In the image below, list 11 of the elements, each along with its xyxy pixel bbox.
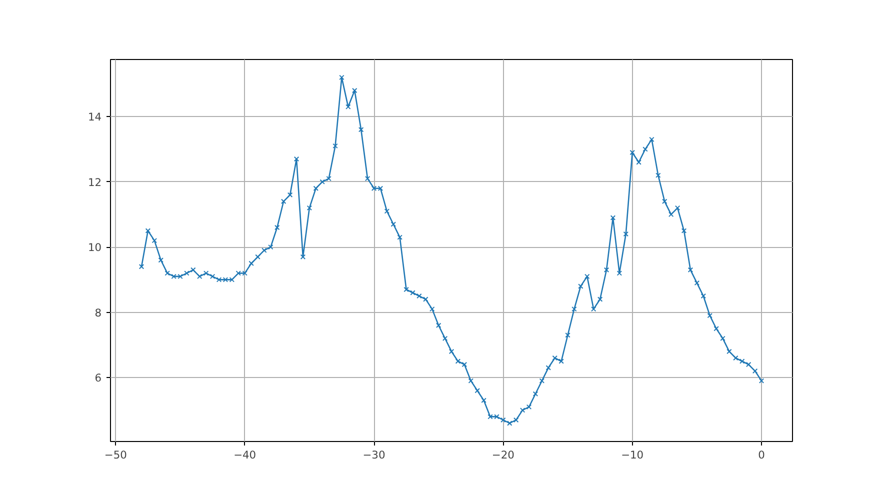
x-tick-label: −20 <box>492 448 515 462</box>
y-tick-label: 8 <box>94 306 102 320</box>
y-tick-label: 14 <box>88 110 102 124</box>
x-tick-label: −10 <box>621 448 644 462</box>
y-tick-label: 10 <box>88 241 102 254</box>
x-tick-label: 0 <box>758 448 766 462</box>
y-tick-label: 6 <box>94 372 102 385</box>
x-tick-label: −30 <box>362 448 386 462</box>
x-tick-label: −40 <box>234 448 256 462</box>
y-tick-label: 12 <box>88 176 102 189</box>
x-tick-label: −50 <box>104 448 128 462</box>
